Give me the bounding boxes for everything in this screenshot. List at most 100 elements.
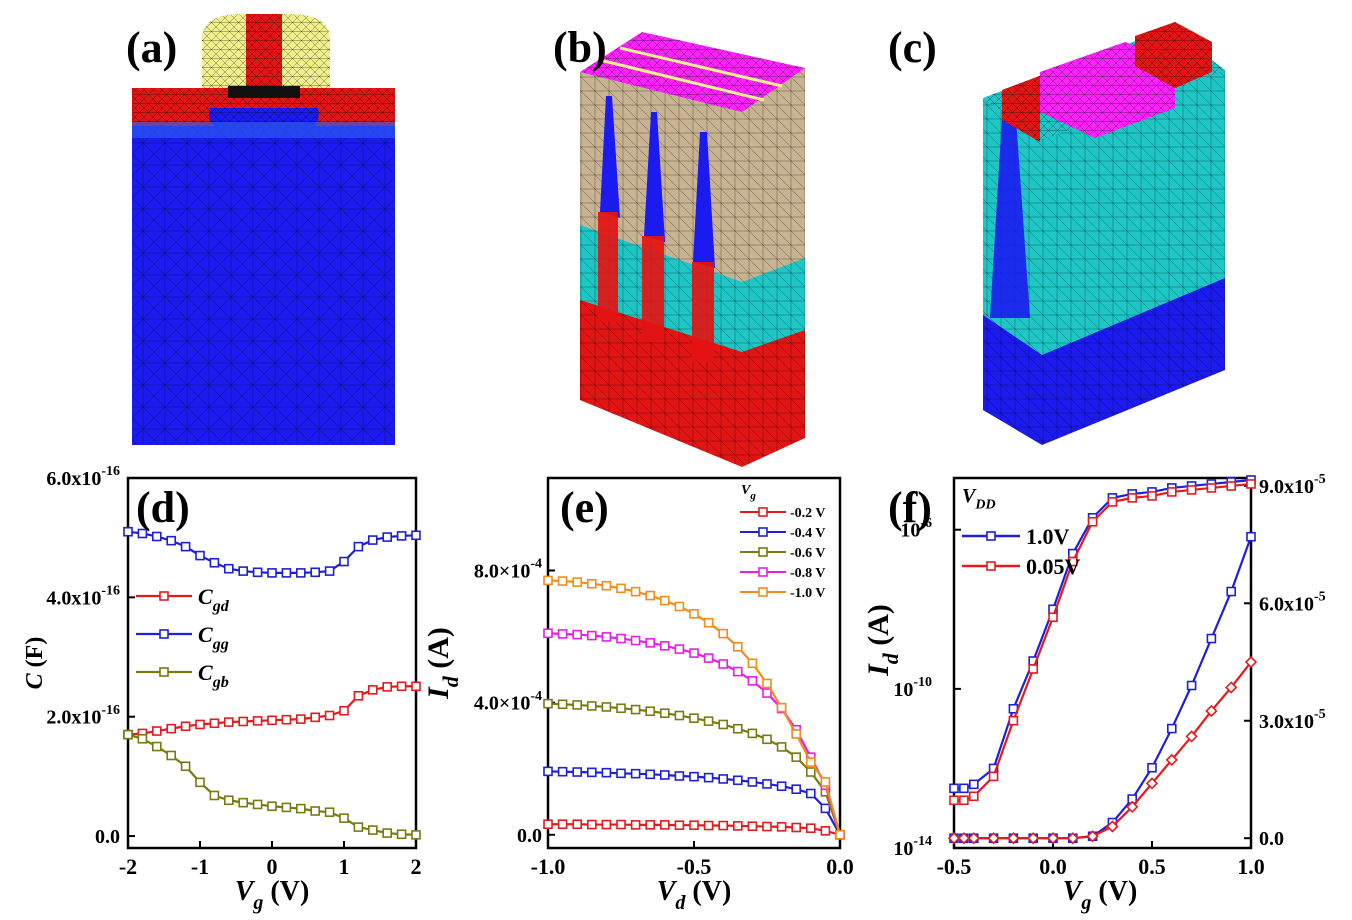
d-point-gd xyxy=(180,721,191,732)
d-point-gg xyxy=(367,535,378,545)
e-point-0 xyxy=(543,819,553,830)
e-point-1 xyxy=(718,774,729,784)
e-point-1 xyxy=(601,767,612,778)
e-point-4 xyxy=(616,583,626,594)
e-point-1 xyxy=(732,775,743,786)
d-point-gd xyxy=(339,705,349,716)
e-point-1 xyxy=(747,777,758,787)
panel-a-label: (a) xyxy=(126,23,177,72)
e-point-3 xyxy=(732,666,743,677)
d-point-gd xyxy=(295,714,306,724)
d-point-gg xyxy=(180,541,191,552)
f-point-3 xyxy=(957,832,971,845)
e-legend-title: Vg xyxy=(741,483,756,502)
d-point-gb xyxy=(353,822,364,832)
d-point-gb xyxy=(382,828,393,838)
d-point-gg xyxy=(411,530,421,541)
d-point-gd xyxy=(224,717,234,727)
e-point-4 xyxy=(572,577,583,587)
d-point-gg xyxy=(209,557,220,568)
f-xtick-label: 0.0 xyxy=(1039,854,1067,879)
e-point-1 xyxy=(645,769,656,780)
f-point-1 xyxy=(959,795,969,806)
d-point-gg xyxy=(310,567,321,578)
e-point-0 xyxy=(557,819,568,830)
d-xtick-label: 0 xyxy=(267,854,278,879)
f-legend-label-1: 0.05V xyxy=(1026,554,1081,579)
e-point-0 xyxy=(645,820,656,830)
e-point-3 xyxy=(674,644,685,654)
e-point-0 xyxy=(674,820,685,831)
d-legend-label-gb: Cgb xyxy=(198,660,229,691)
e-point-4 xyxy=(689,608,699,619)
f-point-3 xyxy=(987,832,1000,845)
d-point-gb xyxy=(396,829,407,840)
e-xtick-label: 0.0 xyxy=(826,854,854,879)
f-point-1 xyxy=(1127,493,1137,503)
d-point-gd xyxy=(382,682,393,692)
d-point-gb xyxy=(252,799,263,810)
panel-a-device-mesh: (a) xyxy=(126,14,395,445)
e-point-0 xyxy=(572,819,583,830)
e-point-4 xyxy=(557,576,568,586)
f-point-0 xyxy=(949,783,959,794)
f-point-3 xyxy=(1046,832,1060,845)
f-legend-label-0: 1.0V xyxy=(1026,524,1070,549)
e-point-3 xyxy=(557,629,568,639)
f-point-2 xyxy=(1206,633,1217,644)
e-legend-label-4: -1.0 V xyxy=(790,586,826,601)
d-xlabel: Vg (V) xyxy=(235,876,310,914)
f-point-3 xyxy=(1066,832,1079,845)
d-legend-marker-gd xyxy=(159,591,169,601)
chart-f: -0.5 0.0 0.5 1.0 10-14 10-10 10-6 0.0 3.0x10-5 6.… xyxy=(862,472,1326,914)
d-point-gb xyxy=(310,806,321,816)
d-point-gb xyxy=(166,750,176,761)
d-point-gb xyxy=(180,761,191,772)
e-point-2 xyxy=(659,708,670,719)
d-point-gg xyxy=(396,531,407,541)
e-point-4 xyxy=(674,601,685,612)
f-legend-marker-1 xyxy=(986,561,996,571)
e-point-0 xyxy=(616,819,626,830)
chart-f-frame xyxy=(952,476,1253,850)
d-point-gd xyxy=(396,681,407,692)
e-point-1 xyxy=(543,766,553,777)
d-point-gg xyxy=(166,535,176,546)
d-point-gd xyxy=(281,714,292,725)
e-point-1 xyxy=(630,768,641,779)
e-point-2 xyxy=(645,706,656,717)
f-point-1 xyxy=(1107,497,1118,507)
e-legend-label-1: -0.4 V xyxy=(790,526,826,541)
e-point-4 xyxy=(762,678,772,689)
f-point-1 xyxy=(1028,664,1038,674)
f-point-1 xyxy=(1087,516,1098,527)
e-legend-label-0: -0.2 V xyxy=(790,506,826,521)
e-legend-label-2: -0.6 V xyxy=(790,546,826,561)
f-point-0 xyxy=(968,779,979,790)
e-point-3 xyxy=(703,653,714,663)
d-point-gd xyxy=(267,715,277,726)
d-point-gd xyxy=(166,723,176,734)
f-point-1 xyxy=(1226,481,1236,491)
panel-b-label: (b) xyxy=(553,23,607,72)
e-point-1 xyxy=(557,766,568,777)
f-point-2 xyxy=(1226,586,1236,597)
e-point-4 xyxy=(718,628,729,639)
e-point-3 xyxy=(586,630,597,641)
e-point-3 xyxy=(645,638,656,648)
e-point-3 xyxy=(601,632,612,642)
f-point-3 xyxy=(1027,832,1040,845)
e-point-2 xyxy=(689,713,699,723)
e-ytick-label: 8.0×10-4 xyxy=(474,557,542,583)
d-point-gg xyxy=(324,566,335,576)
e-point-4 xyxy=(732,642,743,652)
f-point-3 xyxy=(1225,681,1238,694)
f-point-3 xyxy=(1165,753,1178,767)
e-point-2 xyxy=(776,742,787,752)
f-point-1 xyxy=(1167,487,1177,497)
e-point-1 xyxy=(776,781,787,792)
d-ytick-label: 4.0x10-16 xyxy=(46,584,120,610)
e-xtick-label: -0.5 xyxy=(677,854,712,879)
e-point-0 xyxy=(791,822,802,833)
f-point-0 xyxy=(959,783,969,794)
